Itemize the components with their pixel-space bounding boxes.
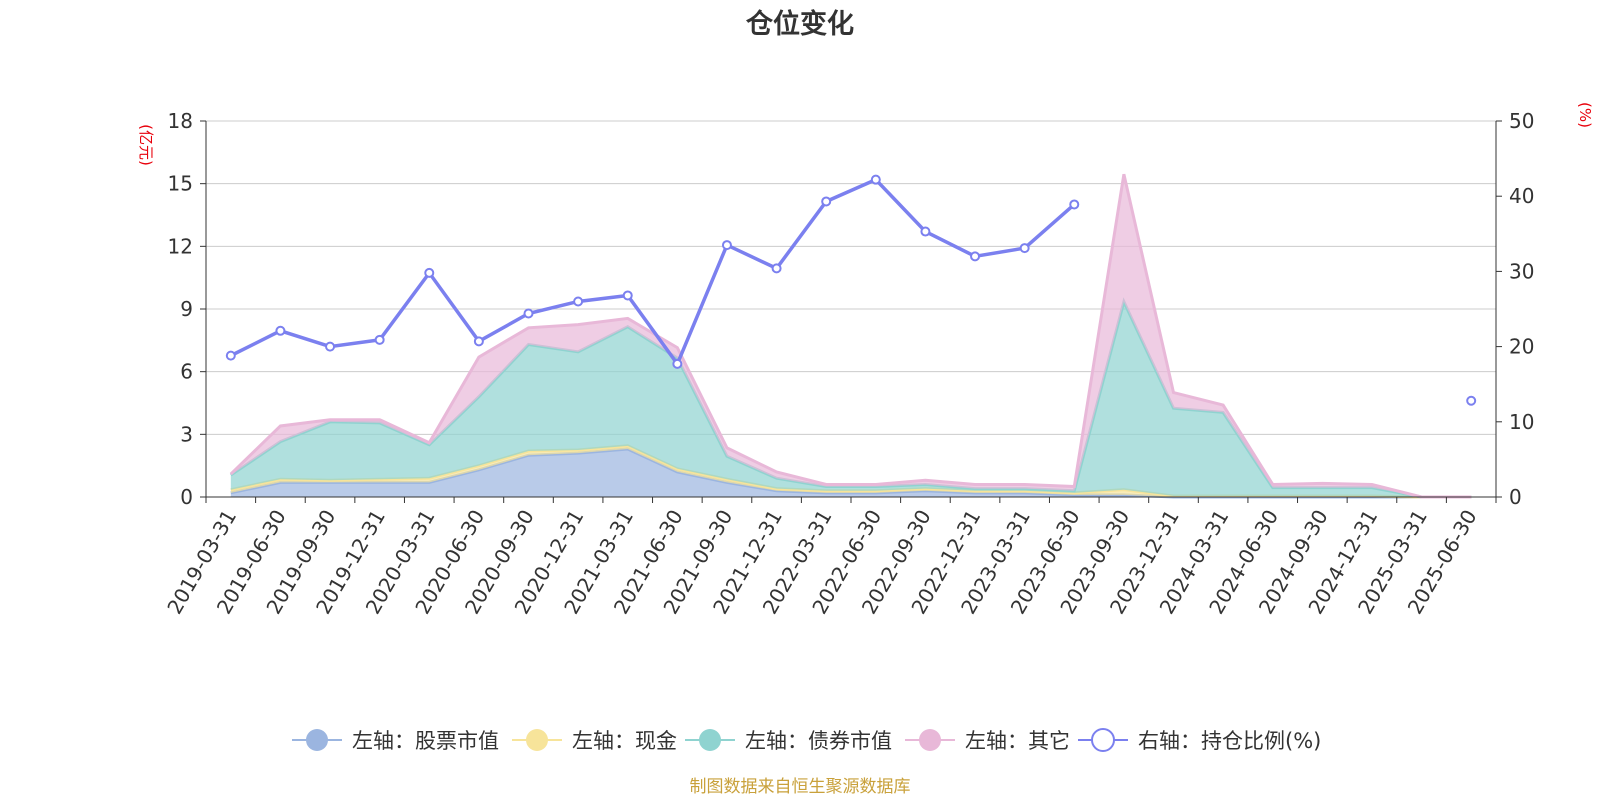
left-tick-label: 0: [180, 485, 193, 509]
left-tick-label: 15: [168, 172, 193, 196]
ratio-point: [374, 334, 385, 345]
ratio-point: [573, 296, 584, 307]
ratio-point: [771, 263, 782, 274]
area-edge-other: [229, 173, 1472, 499]
legend-label-stock: 左轴：股票市值: [352, 729, 499, 753]
ratio-point: [1019, 243, 1030, 254]
area-bond: [230, 301, 1472, 497]
right-axis-unit: (%): [1576, 102, 1594, 128]
legend-label-bond: 左轴：债券市值: [745, 729, 892, 753]
legend-swatch-stock: [306, 729, 328, 751]
chart-title: 仓位变化: [745, 8, 854, 40]
ratio-point: [225, 350, 236, 361]
legend-label-other: 左轴：其它: [965, 729, 1070, 753]
grid-lines: [206, 120, 1496, 498]
legend-swatch-ratio: [1091, 728, 1115, 752]
left-tick-label: 6: [180, 360, 193, 384]
data-source-note: 制图数据来自恒生聚源数据库: [690, 777, 911, 797]
ratio-point: [920, 226, 931, 237]
legend: 左轴：股票市值 左轴：现金 左轴：债券市值 左轴：其它 右轴：持仓比例(%): [292, 728, 1321, 753]
ratio-point: [672, 358, 683, 369]
legend-label-ratio: 右轴：持仓比例(%): [1138, 729, 1321, 753]
right-tick-label: 10: [1509, 410, 1534, 434]
legend-swatch-bond: [699, 729, 721, 751]
right-tick-label: 0: [1509, 485, 1522, 509]
ratio-point: [325, 341, 336, 352]
ratio-point: [970, 251, 981, 262]
ratio-point: [523, 308, 534, 319]
right-tick-label: 50: [1509, 109, 1534, 133]
area-stock: [230, 448, 1472, 497]
legend-swatch-other: [919, 729, 941, 751]
axes: 0369121518010203040502019-03-312019-06-3…: [162, 109, 1534, 618]
legend-swatch-cash: [526, 729, 548, 751]
left-tick-label: 18: [168, 109, 193, 133]
ratio-point: [622, 290, 633, 301]
stacked-areas: [229, 173, 1472, 499]
holding-ratio-line: [225, 174, 1477, 406]
ratio-point: [424, 267, 435, 278]
left-tick-label: 9: [180, 297, 193, 321]
ratio-point: [275, 325, 286, 336]
left-tick-label: 12: [168, 234, 193, 258]
right-tick-label: 40: [1509, 184, 1534, 208]
ratio-point: [1466, 395, 1477, 406]
ratio-point: [870, 174, 881, 185]
ratio-point: [721, 240, 732, 251]
left-tick-label: 3: [180, 422, 193, 446]
ratio-point: [473, 336, 484, 347]
left-axis-unit: (亿元): [137, 124, 155, 166]
legend-label-cash: 左轴：现金: [572, 729, 677, 753]
ratio-point: [1069, 199, 1080, 210]
ratio-line-segment: [230, 177, 1076, 368]
right-tick-label: 20: [1509, 335, 1534, 359]
right-tick-label: 30: [1509, 259, 1534, 283]
ratio-point: [821, 196, 832, 207]
